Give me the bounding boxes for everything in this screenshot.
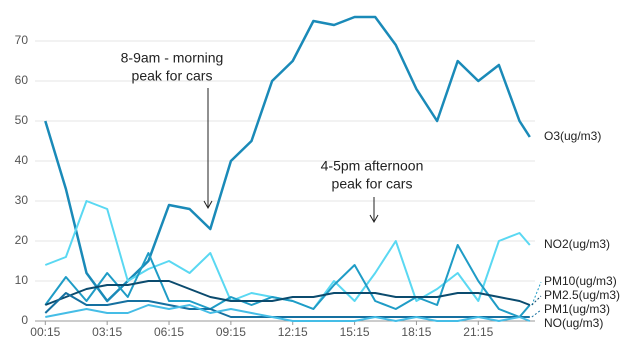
series-line bbox=[44, 292, 530, 318]
label-connector bbox=[531, 281, 542, 306]
legend-label: PM1(ug/m3) bbox=[544, 302, 610, 316]
series-line bbox=[44, 280, 531, 306]
x-tick-label: 09:15 bbox=[216, 325, 246, 339]
y-tick-label: 40 bbox=[15, 153, 29, 167]
annotation-arrow-head bbox=[369, 214, 379, 224]
x-tick-label: 06:15 bbox=[154, 325, 184, 339]
y-tick-label: 10 bbox=[15, 273, 29, 287]
x-tick-label: 15:15 bbox=[340, 325, 370, 339]
annotation: 8-9am - morning bbox=[121, 50, 224, 66]
legend-label: PM2.5(ug/m3) bbox=[544, 288, 620, 302]
annotation-arrow-head bbox=[203, 200, 213, 210]
x-tick-label: 18:15 bbox=[401, 325, 431, 339]
x-tick-label: 12:15 bbox=[278, 325, 308, 339]
y-tick-label: 20 bbox=[15, 233, 29, 247]
y-tick-label: 70 bbox=[15, 33, 29, 47]
label-connector bbox=[531, 309, 542, 318]
series-line bbox=[44, 15, 531, 303]
y-tick-label: 50 bbox=[15, 113, 29, 127]
annotation: peak for cars bbox=[132, 68, 213, 84]
x-tick-label: 21:15 bbox=[463, 325, 493, 339]
y-tick-label: 60 bbox=[15, 73, 29, 87]
series-line bbox=[44, 244, 531, 318]
x-tick-label: 00:15 bbox=[30, 325, 60, 339]
annotation: 4-5pm afternoon bbox=[321, 158, 424, 174]
legend-label: NO2(ug/m3) bbox=[544, 237, 610, 251]
y-tick-label: 0 bbox=[21, 313, 28, 327]
annotation: peak for cars bbox=[332, 176, 413, 192]
x-tick-label: 03:15 bbox=[92, 325, 122, 339]
legend-label: NO(ug/m3) bbox=[544, 316, 603, 330]
legend-label: PM10(ug/m3) bbox=[544, 274, 617, 288]
legend-label: O3(ug/m3) bbox=[544, 129, 601, 143]
y-tick-label: 30 bbox=[15, 193, 29, 207]
series-line bbox=[45, 304, 531, 322]
